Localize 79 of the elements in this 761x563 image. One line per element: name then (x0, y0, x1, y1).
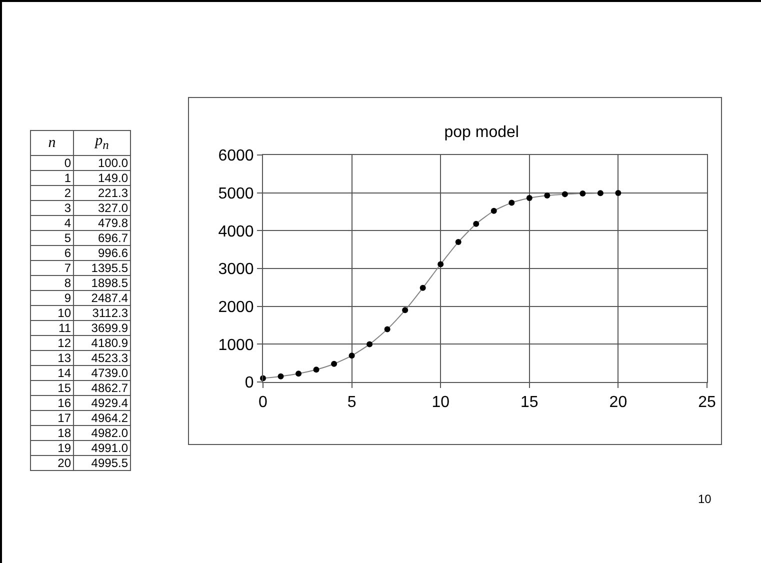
y-tick-label: 1 (30, 170, 74, 186)
data-label: 4995.5 (74, 456, 130, 470)
y-tick-label: 1000 (218, 336, 254, 354)
data-label: 3112.3 (74, 306, 130, 320)
y-tick-label: 17 (30, 410, 74, 426)
point (562, 191, 568, 198)
point (490, 208, 497, 214)
y-tick-label: 18 (30, 426, 74, 440)
chart-title: pop model (444, 124, 519, 141)
y-tick-label: 4000 (218, 223, 254, 240)
data-label: 3699.9 (74, 320, 130, 336)
y-tick-label: 10 (30, 306, 74, 320)
data-label: 4180.9 (74, 336, 130, 350)
data-label: 100.0 (74, 156, 130, 170)
y-tick-label: 0 (30, 156, 74, 170)
y-tick-label: 0 (244, 374, 254, 392)
x-tick-label: 0 (258, 394, 268, 412)
point (455, 239, 462, 246)
data-label: 4862.7 (74, 380, 130, 396)
y-tick-label: 2 (30, 186, 74, 200)
data-label: 4964.2 (74, 410, 130, 426)
y-tick-label: 15 (30, 380, 74, 396)
point (597, 190, 604, 196)
data-label: 996.6 (74, 246, 130, 260)
data-label: 221.3 (74, 186, 130, 200)
point (580, 190, 586, 197)
data-label: 479.8 (74, 216, 130, 230)
y-tick-label: 20 (30, 456, 74, 470)
y-tick-label: 13 (30, 350, 74, 366)
x-tick-label: 5 (347, 394, 356, 412)
point (313, 366, 320, 373)
data-label: 1395.5 (74, 260, 130, 276)
y-axis-title: n (30, 130, 74, 156)
point (438, 261, 444, 268)
data-label: 4991.0 (74, 440, 130, 456)
y-tick-label: 19 (30, 440, 74, 456)
point (348, 352, 355, 359)
point (331, 360, 338, 367)
point (278, 373, 284, 380)
point (615, 190, 622, 196)
y-tick-label: 9 (30, 290, 74, 306)
data-label: 327.0 (74, 200, 130, 216)
x-tick-label: 10 (432, 394, 450, 412)
point (296, 370, 302, 377)
y-tick-label: 3 (30, 200, 74, 216)
y-tick-label: 5000 (218, 185, 254, 202)
y-tick-label: 12 (30, 336, 74, 350)
y-tick-label: 6000 (218, 148, 254, 165)
data-label: 696.7 (74, 230, 130, 246)
data-label: 2487.4 (74, 290, 130, 306)
x-tick-label: 20 (609, 394, 628, 412)
point (473, 220, 480, 227)
text: 10 (698, 492, 712, 506)
y-tick-label: 7 (30, 260, 74, 276)
data-label: 149.0 (74, 170, 130, 186)
point (420, 284, 426, 291)
y-tick-label: 4 (30, 216, 74, 230)
point (508, 200, 515, 206)
y-tick-label: 3000 (218, 261, 254, 278)
y-tick-label: 14 (30, 366, 74, 380)
y-tick-label: 6 (30, 246, 74, 260)
y-tick-label: 8 (30, 276, 74, 290)
x-tick-label: p$_{n}$ (74, 130, 130, 156)
point (402, 307, 408, 314)
data-label: 4929.4 (74, 396, 130, 410)
y-tick-label: 5 (30, 230, 74, 246)
point (366, 341, 373, 348)
point (526, 195, 532, 202)
y-tick-label: 16 (30, 396, 74, 410)
data-label: 1898.5 (74, 276, 130, 290)
point (544, 192, 550, 198)
data-label: 4739.0 (74, 366, 130, 380)
x-tick-label: 25 (698, 394, 716, 412)
y-tick-label: 2000 (218, 298, 254, 316)
x-tick-label: 15 (520, 394, 538, 412)
data-label: 4523.3 (74, 350, 130, 366)
point (384, 326, 390, 332)
data-label: 4982.0 (74, 426, 130, 440)
y-tick-label: 11 (30, 320, 74, 336)
